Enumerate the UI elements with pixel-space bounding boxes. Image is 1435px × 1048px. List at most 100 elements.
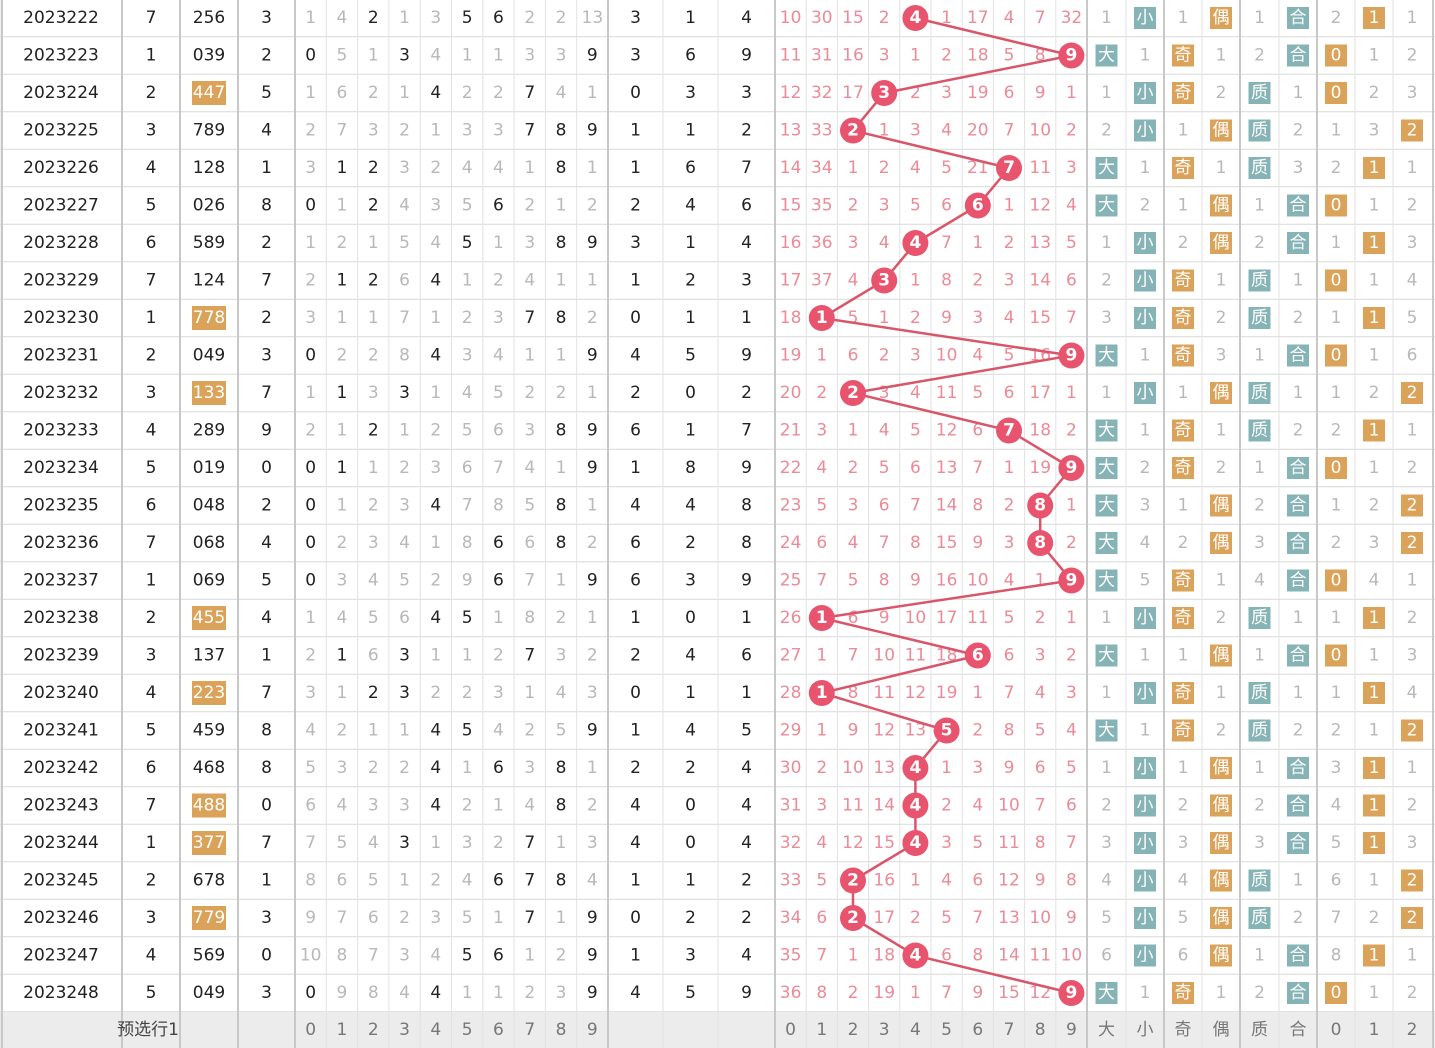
- tag-badge-bg: [1325, 644, 1347, 667]
- footer-tag: 偶: [1213, 1020, 1230, 1040]
- digit-miss: 2: [493, 646, 504, 666]
- digit-miss: 1: [493, 908, 504, 928]
- tag-badge: 质: [1251, 871, 1268, 891]
- tag-badge-bg: [1134, 232, 1156, 254]
- sum-miss: 2: [910, 83, 921, 103]
- tag-badge-bg: [1363, 682, 1385, 704]
- cell: 1: [261, 646, 272, 666]
- digit-miss: 3: [368, 796, 379, 816]
- footer-digit: 6: [493, 1020, 504, 1040]
- tag-miss: 1: [1178, 8, 1189, 28]
- digit-miss: 8: [556, 121, 567, 141]
- period: 2023224: [23, 83, 99, 103]
- tag-badge: 奇: [1175, 308, 1192, 328]
- tag-badge-bg: [1134, 869, 1156, 892]
- digit-miss: 7: [462, 496, 473, 516]
- sum-miss: 20: [967, 121, 989, 141]
- number: 569: [193, 946, 225, 966]
- cell: 1: [261, 871, 272, 891]
- digit-miss: 8: [556, 758, 567, 778]
- period: 2023225: [23, 121, 99, 141]
- tag-badge-bg: [1401, 532, 1423, 554]
- digit-miss: 9: [587, 721, 598, 741]
- tag-badge: 奇: [1175, 458, 1192, 478]
- sum-miss: 5: [941, 158, 952, 178]
- tag-miss: 6: [1178, 946, 1189, 966]
- cell: 1: [685, 121, 696, 141]
- tag-miss: 2: [1369, 383, 1380, 403]
- digit-miss: 1: [430, 383, 441, 403]
- tag-badge: 合: [1290, 533, 1307, 553]
- tag-badge: 质: [1251, 271, 1268, 291]
- cell: 6: [630, 571, 641, 591]
- sum-miss: 18: [780, 308, 802, 328]
- tag-miss: 1: [1369, 871, 1380, 891]
- digit-miss: 2: [305, 646, 316, 666]
- sum-miss: 1: [816, 646, 827, 666]
- sum-miss: 7: [941, 233, 952, 253]
- digit-miss: 3: [430, 908, 441, 928]
- num-bg: [192, 681, 226, 705]
- tag-badge-bg: [1095, 44, 1118, 67]
- sum-miss: 1: [879, 308, 890, 328]
- digit-miss: 2: [305, 121, 316, 141]
- digit-miss: 8: [556, 308, 567, 328]
- tag-badge-bg: [1401, 119, 1423, 142]
- ball-label: 9: [1065, 46, 1077, 66]
- tag-miss: 1: [1140, 983, 1151, 1003]
- sum-miss: 3: [816, 796, 827, 816]
- number: 137: [193, 646, 225, 666]
- sum-miss: 4: [910, 383, 921, 403]
- digit-miss: 2: [556, 608, 567, 628]
- digit-miss: 2: [368, 683, 379, 703]
- cell: 2: [685, 533, 696, 553]
- tag-badge: 小: [1137, 796, 1154, 816]
- sum-miss: 9: [879, 608, 890, 628]
- digit-miss: 2: [462, 83, 473, 103]
- footer-tag: 合: [1290, 1020, 1307, 1040]
- tag-badge-bg: [1172, 82, 1194, 104]
- tag-badge-bg: [1325, 457, 1347, 479]
- digit-miss: 2: [430, 158, 441, 178]
- cell: 9: [741, 983, 752, 1003]
- tag-badge: 偶: [1213, 8, 1230, 28]
- tag-badge-bg: [1401, 382, 1423, 404]
- digit-miss: 7: [524, 646, 535, 666]
- digit-miss: 4: [305, 721, 316, 741]
- digit-miss: 6: [493, 946, 504, 966]
- number: 289: [193, 421, 225, 441]
- sum-miss: 33: [780, 871, 802, 891]
- digit-miss: 6: [399, 271, 410, 291]
- tag-badge-bg: [1363, 757, 1385, 779]
- digit-miss: 1: [462, 646, 473, 666]
- sum-miss: 16: [873, 871, 895, 891]
- sum-miss: 4: [1066, 196, 1077, 216]
- sum-miss: 10: [1061, 946, 1083, 966]
- digit-miss: 4: [524, 796, 535, 816]
- tag-badge: 小: [1137, 908, 1154, 928]
- cell: 8: [741, 533, 752, 553]
- sum-miss: 10: [1029, 908, 1051, 928]
- tag-miss: 3: [1101, 308, 1112, 328]
- sum-miss: 6: [941, 946, 952, 966]
- tag-badge: 奇: [1175, 421, 1192, 441]
- ball: [964, 192, 991, 219]
- sum-miss: 4: [848, 533, 859, 553]
- tag-badge-bg: [1172, 307, 1194, 329]
- cell: 3: [146, 908, 157, 928]
- footer-tag: 质: [1251, 1020, 1268, 1040]
- period: 2023235: [23, 496, 99, 516]
- sum-miss: 2: [879, 158, 890, 178]
- digit-miss: 1: [305, 8, 316, 28]
- digit-miss: 2: [430, 421, 441, 441]
- sum-miss: 4: [1004, 571, 1015, 591]
- digit-miss: 9: [587, 233, 598, 253]
- number: 455: [193, 608, 225, 628]
- sum-miss: 3: [941, 83, 952, 103]
- ball: [1058, 42, 1085, 69]
- digit-miss: 4: [462, 383, 473, 403]
- cell: 1: [630, 158, 641, 178]
- cell: 4: [741, 833, 752, 853]
- tag-miss: 2: [1331, 158, 1342, 178]
